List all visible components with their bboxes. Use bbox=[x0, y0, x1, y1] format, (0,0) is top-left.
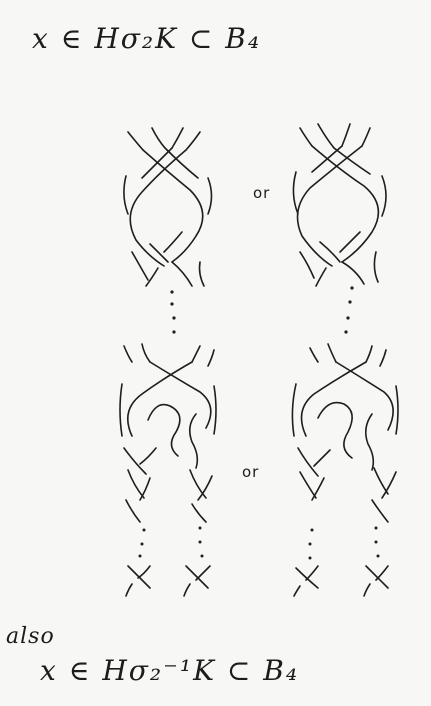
strand bbox=[364, 413, 375, 471]
dots-left bbox=[170, 290, 176, 334]
strand bbox=[381, 175, 387, 217]
braid-bottom-left bbox=[119, 343, 217, 523]
strand bbox=[299, 251, 315, 279]
bottom-crossings bbox=[125, 565, 389, 597]
strand bbox=[309, 347, 319, 363]
strand bbox=[291, 383, 297, 437]
strand bbox=[185, 131, 201, 151]
strand bbox=[339, 231, 361, 253]
strand bbox=[371, 499, 389, 523]
strand bbox=[141, 343, 151, 363]
strand bbox=[305, 565, 319, 581]
strand bbox=[145, 267, 159, 287]
dots-bottom bbox=[138, 526, 380, 560]
strand bbox=[188, 413, 199, 469]
strand bbox=[139, 447, 157, 465]
strand bbox=[373, 251, 379, 283]
strand bbox=[171, 127, 184, 149]
strand bbox=[317, 123, 335, 149]
strand bbox=[311, 477, 325, 501]
strand bbox=[149, 243, 169, 263]
strand bbox=[191, 345, 201, 363]
strand bbox=[293, 585, 301, 597]
strand bbox=[127, 469, 145, 499]
also-label: also bbox=[6, 624, 55, 649]
strand bbox=[119, 383, 123, 437]
formula-bottom: x ∈ Hσ₂⁻¹K ⊂ B₄ bbox=[40, 654, 300, 687]
strand bbox=[147, 403, 181, 457]
strand bbox=[207, 349, 215, 367]
strand bbox=[183, 583, 191, 597]
dots-right bbox=[344, 286, 354, 334]
strand bbox=[171, 261, 193, 287]
strand bbox=[191, 503, 207, 523]
strand bbox=[296, 145, 363, 267]
strand bbox=[151, 127, 166, 149]
strand bbox=[381, 471, 397, 499]
strand bbox=[131, 251, 149, 281]
strand bbox=[164, 147, 199, 179]
strand bbox=[333, 147, 371, 175]
strand bbox=[395, 385, 399, 435]
strand bbox=[137, 565, 151, 579]
strand bbox=[149, 361, 212, 429]
strand bbox=[213, 385, 217, 435]
strand bbox=[300, 361, 367, 437]
strand bbox=[185, 565, 209, 589]
strand bbox=[141, 147, 173, 179]
strand bbox=[373, 467, 389, 495]
strand bbox=[299, 127, 313, 147]
strand bbox=[163, 231, 183, 253]
strand bbox=[189, 469, 207, 499]
strand bbox=[341, 261, 365, 285]
formula-top: x ∈ Hσ₂K ⊂ B₄ bbox=[32, 22, 262, 55]
or-label-bottom: or bbox=[242, 463, 260, 481]
strand bbox=[292, 171, 299, 215]
strand bbox=[123, 175, 129, 215]
strand bbox=[365, 565, 389, 589]
strand bbox=[207, 177, 213, 215]
strand bbox=[127, 131, 144, 151]
strand bbox=[299, 471, 317, 499]
strand bbox=[335, 361, 394, 431]
braid-bottom-right bbox=[291, 343, 399, 523]
braid-top-left bbox=[123, 127, 213, 287]
strand bbox=[361, 127, 371, 147]
strand bbox=[295, 567, 319, 589]
strand bbox=[327, 343, 337, 363]
strand bbox=[198, 261, 205, 287]
or-label-top: or bbox=[253, 184, 271, 202]
strand bbox=[311, 145, 343, 173]
strand bbox=[297, 447, 319, 477]
strand bbox=[123, 447, 147, 475]
strand bbox=[363, 583, 371, 597]
strand bbox=[313, 449, 331, 467]
strand bbox=[125, 499, 141, 523]
strand bbox=[123, 345, 133, 363]
strand bbox=[319, 241, 341, 263]
strand bbox=[126, 361, 193, 437]
strand bbox=[315, 267, 327, 287]
strand bbox=[127, 565, 151, 589]
strand bbox=[375, 565, 389, 581]
strand bbox=[129, 149, 187, 267]
strand bbox=[341, 123, 351, 147]
strand bbox=[365, 345, 373, 363]
strand bbox=[379, 349, 387, 367]
strand bbox=[197, 475, 213, 501]
strand bbox=[139, 477, 151, 501]
strand bbox=[125, 583, 133, 597]
braid-top-right bbox=[292, 123, 387, 287]
strand bbox=[142, 149, 204, 263]
strand bbox=[195, 565, 211, 581]
strand bbox=[317, 401, 353, 459]
